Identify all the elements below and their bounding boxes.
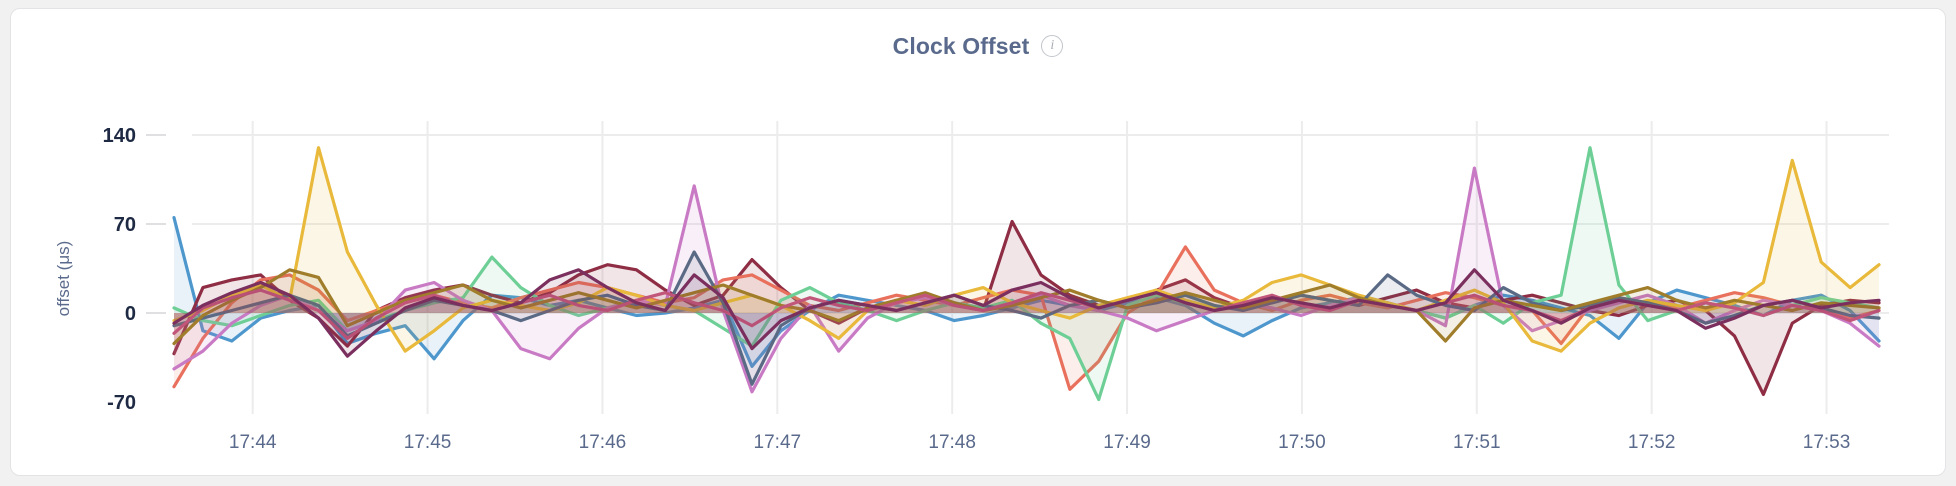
series-line[interactable] [172,268,1881,346]
series-line[interactable] [172,146,1881,353]
x-tick-label: 17:44 [229,432,277,453]
y-tick-label: -70 [107,392,136,414]
y-axis-label: offset (μs) [54,241,73,317]
chart-svg: 140 70 0 -70 offset (μs) 17:44 17:45 17:46 17:47… [54,121,1889,453]
x-tick-label: 17:48 [928,432,976,453]
x-tick-label: 17:45 [404,432,452,453]
x-tick-label: 17:51 [1453,432,1501,453]
info-circle-icon[interactable]: i [1041,35,1064,57]
x-tick-label: 17:47 [754,432,802,453]
series-line[interactable] [172,268,1881,358]
x-tick-label: 17:49 [1103,432,1151,453]
clock-offset-card: Clock Offset i 140 70 0 -70 offset (μs) 17:44… [10,8,1946,476]
series-area [174,269,1879,357]
series-area [174,269,1879,344]
y-tick-label: 140 [103,125,136,147]
clock-offset-chart: 140 70 0 -70 offset (μs) 17:44 17:45 17:46 17:47… [11,9,1945,475]
x-tick-label: 17:52 [1628,432,1676,453]
x-tick-label: 17:50 [1278,432,1326,453]
y-tick-label: 0 [125,303,136,325]
y-tick-label: 70 [114,214,136,236]
x-tick-label: 17:53 [1803,432,1851,453]
card-header: Clock Offset i [11,31,1945,61]
x-tick-label: 17:46 [579,432,627,453]
page-title: Clock Offset [892,32,1030,59]
